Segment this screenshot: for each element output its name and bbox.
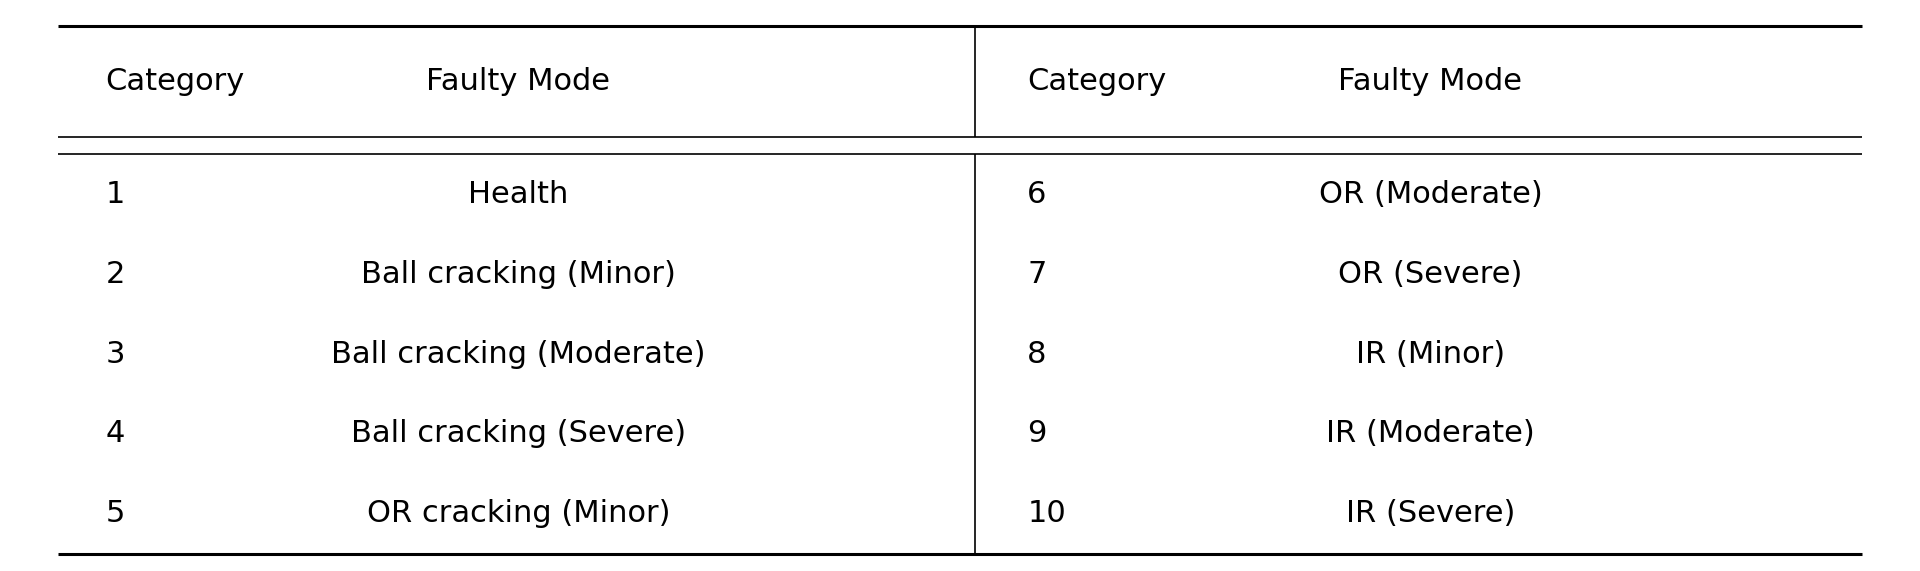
Text: Category: Category — [106, 67, 246, 96]
Text: Ball cracking (Moderate): Ball cracking (Moderate) — [330, 340, 707, 368]
Text: 9: 9 — [1027, 420, 1046, 448]
Text: Faulty Mode: Faulty Mode — [426, 67, 611, 96]
Text: IR (Minor): IR (Minor) — [1356, 340, 1505, 368]
Text: 5: 5 — [106, 500, 125, 528]
Text: Ball cracking (Minor): Ball cracking (Minor) — [361, 260, 676, 288]
Text: Category: Category — [1027, 67, 1167, 96]
Text: Ball cracking (Severe): Ball cracking (Severe) — [351, 420, 685, 448]
Text: IR (Moderate): IR (Moderate) — [1327, 420, 1534, 448]
Text: 6: 6 — [1027, 180, 1046, 208]
Text: OR (Moderate): OR (Moderate) — [1319, 180, 1542, 208]
Text: 2: 2 — [106, 260, 125, 288]
Text: 10: 10 — [1027, 500, 1066, 528]
Text: 4: 4 — [106, 420, 125, 448]
Text: OR cracking (Minor): OR cracking (Minor) — [367, 500, 670, 528]
Text: 7: 7 — [1027, 260, 1046, 288]
Text: Health: Health — [468, 180, 568, 208]
Text: Faulty Mode: Faulty Mode — [1338, 67, 1523, 96]
Text: IR (Severe): IR (Severe) — [1346, 500, 1515, 528]
Text: OR (Severe): OR (Severe) — [1338, 260, 1523, 288]
Text: 8: 8 — [1027, 340, 1046, 368]
Text: 1: 1 — [106, 180, 125, 208]
Text: 3: 3 — [106, 340, 125, 368]
